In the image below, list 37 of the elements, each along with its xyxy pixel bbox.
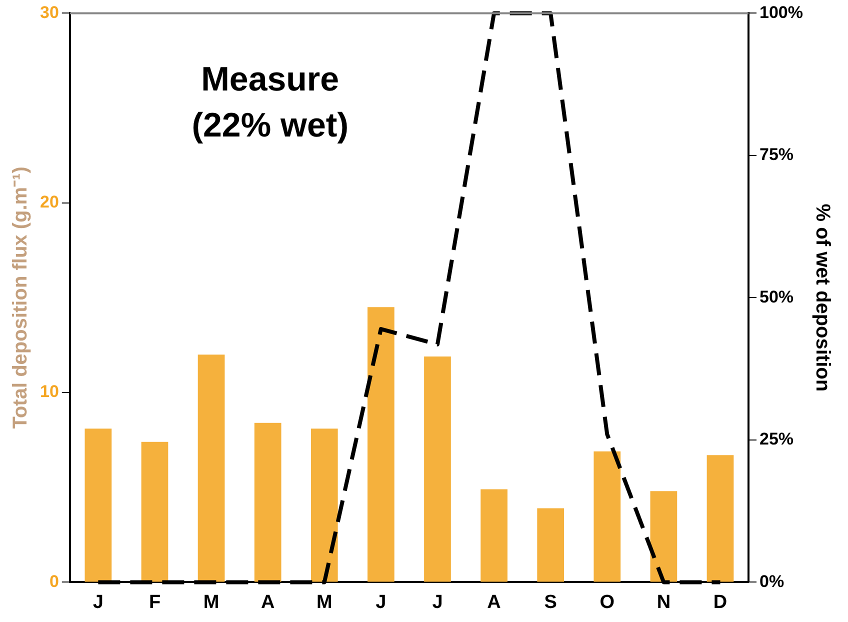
x-tick-label: J xyxy=(376,592,386,613)
y2-tick-label: 0% xyxy=(760,572,784,591)
bar xyxy=(650,491,678,582)
y2-tick-label: 25% xyxy=(760,430,794,449)
x-tick-label: O xyxy=(600,592,615,613)
bar xyxy=(368,307,394,582)
bar xyxy=(706,455,734,582)
x-tick-label: J xyxy=(432,592,443,613)
x-tick-label: N xyxy=(656,592,671,613)
x-tick-label: F xyxy=(148,592,161,613)
x-tick-label: S xyxy=(544,592,557,613)
bar xyxy=(480,489,508,582)
y2-axis-title: % of wet deposition xyxy=(811,204,834,392)
bar xyxy=(254,422,282,582)
x-tick-label: M xyxy=(203,592,220,613)
x-tick-label: A xyxy=(487,592,502,613)
x-tick-label: D xyxy=(713,592,728,613)
bar xyxy=(84,428,112,582)
y2-tick-label: 50% xyxy=(760,287,794,306)
y-tick-label: 20 xyxy=(40,192,59,212)
y-tick-label: 10 xyxy=(40,382,59,402)
y2-tick-label: 100% xyxy=(760,2,804,22)
bar xyxy=(594,451,621,582)
bar xyxy=(424,356,451,582)
annotation: (22% wet) xyxy=(192,106,349,145)
bar xyxy=(537,508,564,582)
y-tick-label: 0 xyxy=(49,572,59,591)
x-tick-label: A xyxy=(260,592,275,613)
bar xyxy=(141,442,168,582)
bar xyxy=(198,354,225,582)
y-tick-label: 30 xyxy=(40,2,59,22)
y2-tick-label: 75% xyxy=(760,145,794,164)
y-axis-title: Total deposition flux (g.m⁻¹) xyxy=(10,166,32,429)
bar xyxy=(310,428,338,582)
x-tick-label: M xyxy=(316,592,332,613)
x-tick-label: J xyxy=(92,592,104,613)
annotation: Measure xyxy=(201,60,340,99)
